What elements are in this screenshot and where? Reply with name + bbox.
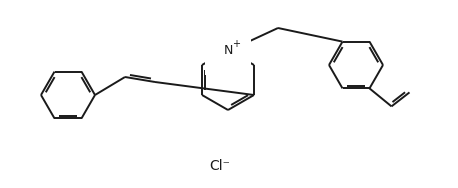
- Text: +: +: [232, 39, 240, 49]
- Text: Cl⁻: Cl⁻: [209, 159, 230, 173]
- Text: N: N: [224, 43, 233, 57]
